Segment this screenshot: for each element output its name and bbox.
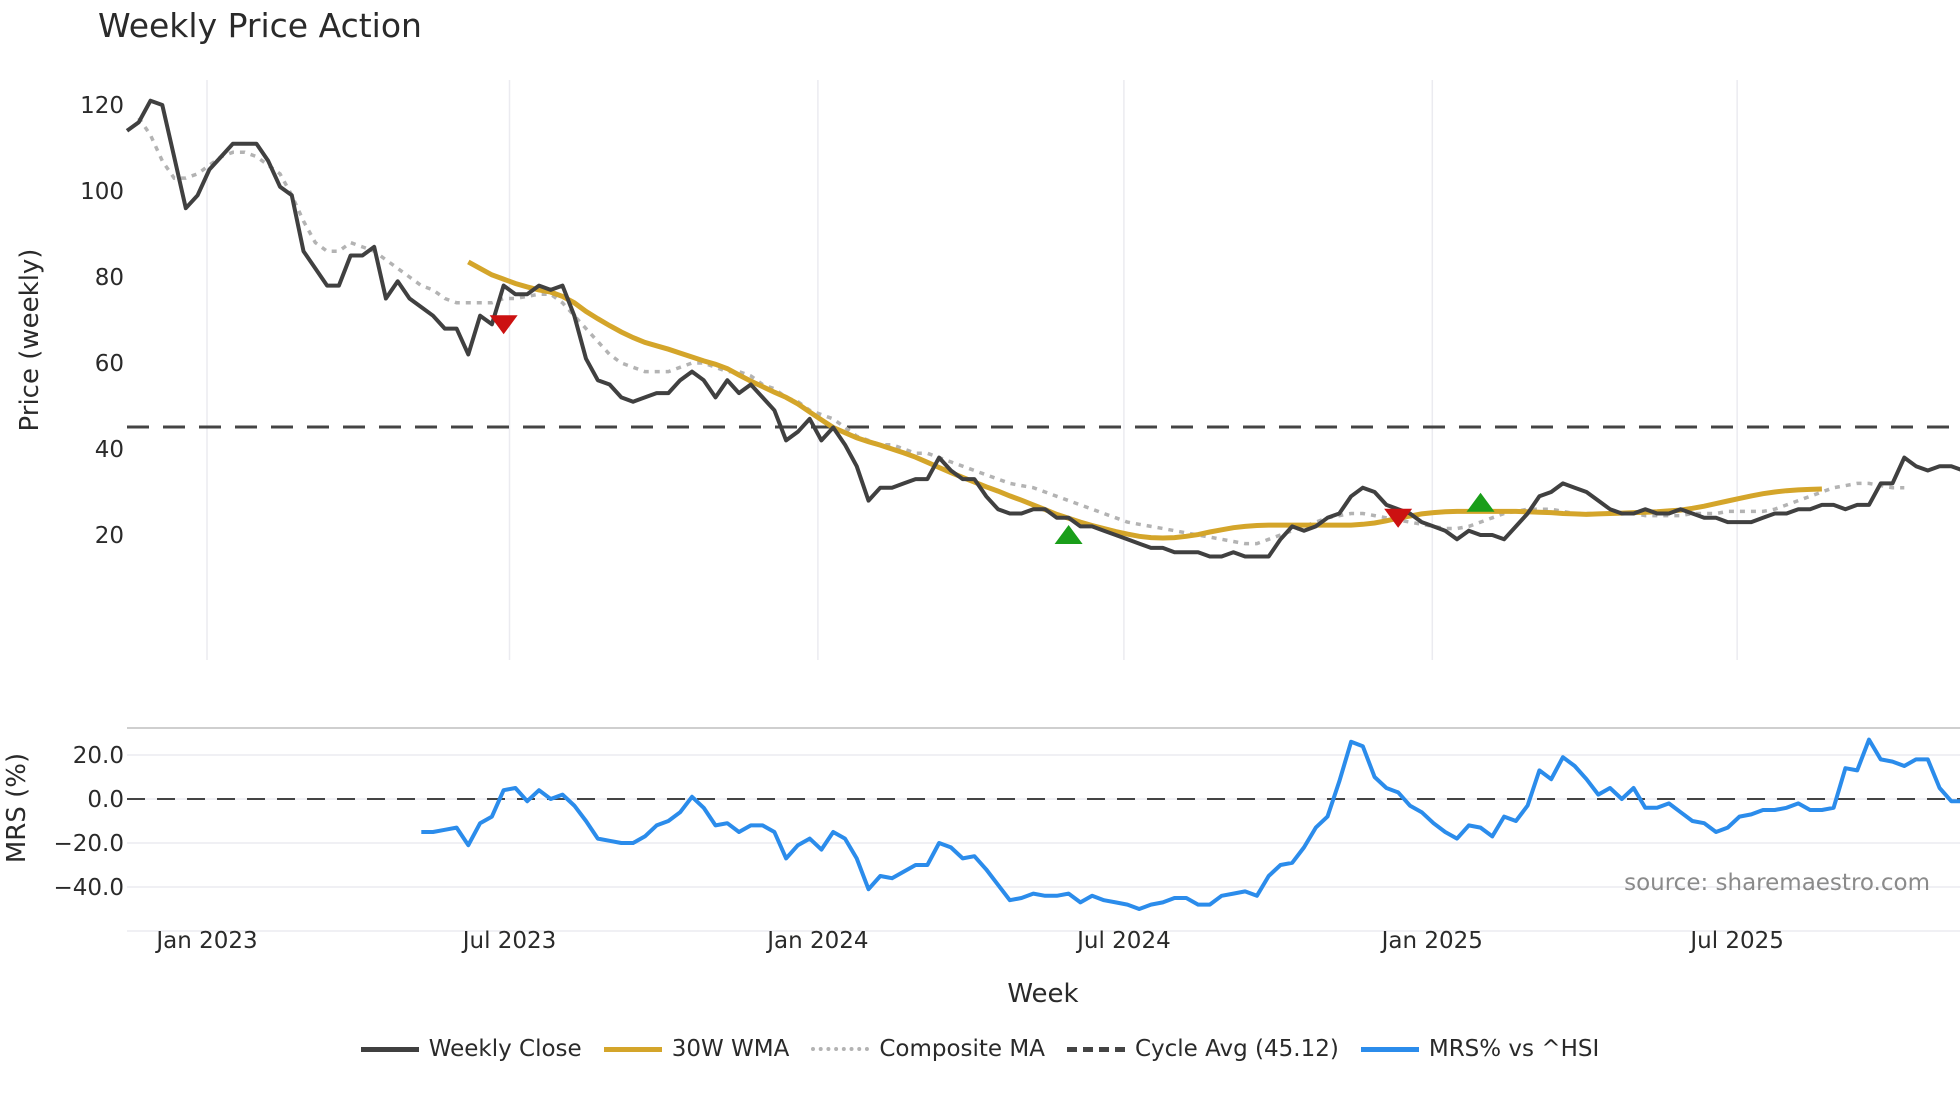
mrs-y-tick-label: 0.0 <box>87 787 124 813</box>
mrs-gridlines <box>127 727 1960 932</box>
x-tick-label: Jan 2025 <box>1380 928 1483 954</box>
x-axis-ticks: Jan 2023 Jul 2023 Jan 2024 Jul 2024 Jan 2025… <box>154 928 1784 954</box>
composite-ma-line <box>137 116 1905 546</box>
legend-swatch-dot-icon <box>811 1047 870 1051</box>
signal-markers <box>489 315 1495 544</box>
legend-swatch-dash-icon <box>1066 1046 1125 1052</box>
legend-item-weekly-close[interactable]: Weekly Close <box>360 1036 582 1062</box>
legend-swatch-solid-icon <box>360 1046 419 1052</box>
price-y-tick-label: 80 <box>95 265 124 291</box>
chart-area: 20 40 60 80 100 120 20.0 0.0 −20.0 −40.0 Jan 202… <box>2 80 1960 1009</box>
price-y-tick-label: 20 <box>95 523 124 549</box>
sell-signal-triangle-icon <box>489 315 518 335</box>
legend-label: Composite MA <box>879 1036 1045 1062</box>
chart-title: Weekly Price Action <box>98 6 422 45</box>
x-axis-label: Week <box>1007 979 1078 1009</box>
price-y-tick-label: 100 <box>80 179 124 205</box>
legend-label: Cycle Avg (45.12) <box>1134 1036 1339 1062</box>
legend-swatch-solid-icon <box>1360 1046 1419 1052</box>
price-y-axis-ticks: 20 40 60 80 100 120 <box>80 93 124 549</box>
watermark: source: sharemaestro.com <box>1624 870 1930 896</box>
mrs-y-tick-label: −40.0 <box>54 875 124 901</box>
x-tick-label: Jan 2024 <box>765 928 868 954</box>
mrs-line <box>421 737 1960 911</box>
legend-swatch-solid-icon <box>603 1046 662 1052</box>
x-tick-label: Jul 2024 <box>1075 928 1171 954</box>
x-tick-label: Jul 2023 <box>461 928 557 954</box>
buy-signal-triangle-icon <box>1466 492 1495 512</box>
price-y-tick-label: 40 <box>95 437 124 463</box>
legend-item-mrs[interactable]: MRS% vs ^HSI <box>1360 1036 1600 1062</box>
legend: Weekly Close 30W WMA Composite MA Cycle Avg… <box>0 1036 1960 1062</box>
weekly-close-line <box>125 98 1960 559</box>
price-y-axis-label: Price (weekly) <box>15 249 45 432</box>
legend-label: 30W WMA <box>671 1036 790 1062</box>
mrs-y-tick-label: −20.0 <box>54 831 124 857</box>
mrs-y-tick-label: 20.0 <box>73 743 124 769</box>
price-gridlines <box>206 80 1738 660</box>
x-tick-label: Jul 2025 <box>1688 928 1784 954</box>
mrs-y-axis-ticks: 20.0 0.0 −20.0 −40.0 <box>54 743 124 901</box>
mrs-y-axis-label: MRS (%) <box>2 753 32 863</box>
legend-label: MRS% vs ^HSI <box>1428 1036 1600 1062</box>
legend-item-cycle-avg[interactable]: Cycle Avg (45.12) <box>1066 1036 1339 1062</box>
price-y-tick-label: 60 <box>95 351 124 377</box>
x-tick-label: Jan 2023 <box>154 928 257 954</box>
legend-label: Weekly Close <box>428 1036 582 1062</box>
buy-signal-triangle-icon <box>1054 525 1083 544</box>
legend-item-composite[interactable]: Composite MA <box>811 1036 1045 1062</box>
legend-item-wma[interactable]: 30W WMA <box>603 1036 790 1062</box>
sell-signal-triangle-icon <box>1384 508 1413 528</box>
wma-line <box>467 259 1822 541</box>
price-y-tick-label: 120 <box>80 93 124 119</box>
